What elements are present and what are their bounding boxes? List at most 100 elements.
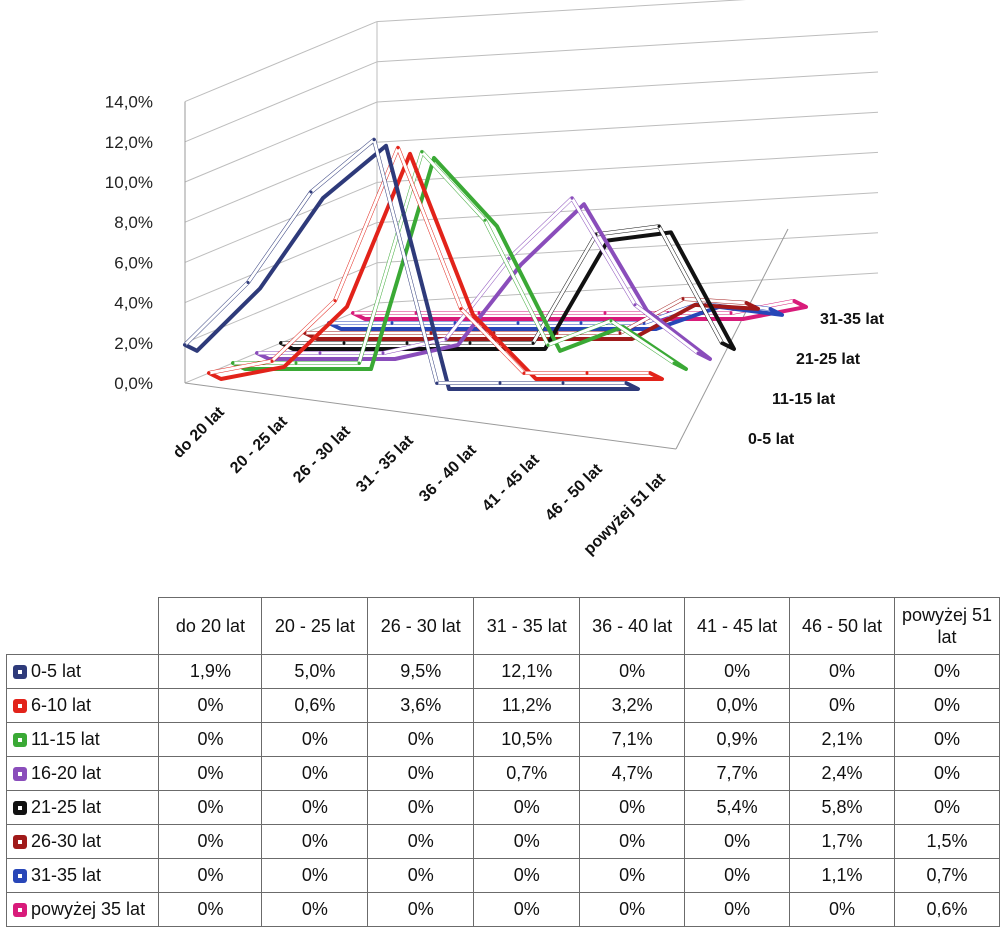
- data-cell: 0%: [158, 858, 263, 893]
- column-header: 41 - 45 lat: [684, 597, 791, 655]
- table-row: 6-10 lat 0% 0,6% 3,6% 11,2% 3,2% 0,0% 0% 0%: [5, 688, 1000, 723]
- data-cell: 1,5%: [893, 824, 1000, 859]
- data-cell: 0,7%: [473, 756, 581, 791]
- data-cell: 5,4%: [684, 790, 791, 825]
- y-tick-label: 0,0%: [114, 374, 153, 393]
- series-point: [579, 321, 583, 325]
- data-cell: 1,9%: [158, 654, 263, 689]
- data-cell: 0%: [789, 892, 895, 927]
- grid-line: [184, 141, 378, 223]
- data-cell: 0,0%: [684, 688, 791, 723]
- series-point: [483, 218, 487, 222]
- chart-series: [183, 137, 808, 391]
- data-cell: 0%: [473, 790, 581, 825]
- series-point: [468, 341, 472, 345]
- grid-line: [376, 31, 879, 63]
- series-point: [294, 361, 298, 365]
- data-cell: 0,9%: [684, 722, 791, 757]
- data-cell: 0%: [261, 790, 369, 825]
- column-header: 20 - 25 lat: [261, 597, 369, 655]
- series-point: [279, 341, 283, 345]
- legend-swatch-icon: [13, 733, 27, 747]
- legend-swatch-icon: [13, 835, 27, 849]
- data-cell: 9,5%: [367, 654, 475, 689]
- series-label-cell: 21-25 lat: [5, 790, 160, 825]
- data-cell: 0%: [893, 790, 1000, 825]
- data-cell: 0%: [473, 892, 581, 927]
- legend-swatch-icon: [13, 801, 27, 815]
- column-header: 46 - 50 lat: [789, 597, 895, 655]
- data-cell: 0%: [367, 756, 475, 791]
- data-cell: 5,8%: [789, 790, 895, 825]
- data-cell: 0%: [261, 824, 369, 859]
- data-cell: 0%: [789, 688, 895, 723]
- series-name: 21-25 lat: [31, 797, 102, 817]
- data-cell: 0%: [158, 756, 263, 791]
- data-cell: 0%: [579, 824, 686, 859]
- series-point: [270, 359, 274, 363]
- data-cell: 0%: [367, 824, 475, 859]
- table-row: 21-25 lat 0% 0% 0% 0% 0% 5,4% 5,8% 0%: [5, 790, 1000, 825]
- x-axis-ticks: do 20 lat 20 - 25 lat 26 - 30 lat 31 - 35 l…: [170, 403, 669, 558]
- series-point: [585, 371, 589, 375]
- series-label-cell: 0-5 lat: [5, 654, 160, 689]
- series-name: 16-20 lat: [31, 763, 102, 783]
- y-tick-label: 4,0%: [114, 294, 153, 313]
- depth-tick-label: 11-15 lat: [772, 391, 836, 408]
- legend-swatch-icon: [13, 665, 27, 679]
- series-name: powyżej 35 lat: [31, 899, 146, 919]
- grid-line: [376, 272, 879, 304]
- series-point: [729, 311, 733, 315]
- data-table: do 20 lat 20 - 25 lat 26 - 30 lat 31 - 35 l…: [5, 597, 1000, 927]
- series-point: [396, 146, 400, 150]
- depth-tick-label: 0-5 lat: [748, 431, 795, 448]
- grid-line: [376, 71, 879, 103]
- series-point: [681, 297, 685, 301]
- series-point: [435, 381, 439, 385]
- series-name: 31-35 lat: [31, 865, 102, 885]
- data-cell: 0%: [684, 892, 791, 927]
- series-point: [255, 351, 259, 355]
- series-label-cell: powyżej 35 lat: [5, 892, 160, 927]
- y-tick-label: 2,0%: [114, 334, 153, 353]
- x-tick-label: 20 - 25 lat: [227, 413, 291, 477]
- depth-axis-line: [675, 228, 789, 450]
- series-point: [624, 381, 628, 385]
- column-header: 26 - 30 lat: [367, 597, 475, 655]
- x-tick-label: 46 - 50 lat: [542, 460, 606, 524]
- series-point: [207, 371, 211, 375]
- data-cell: 0%: [893, 756, 1000, 791]
- y-tick-label: 8,0%: [114, 213, 153, 232]
- data-cell: 0,6%: [893, 892, 1000, 927]
- y-tick-label: 6,0%: [114, 253, 153, 272]
- y-tick-label: 10,0%: [105, 173, 153, 192]
- data-cell: 11,2%: [473, 688, 581, 723]
- data-cell: 3,2%: [579, 688, 686, 723]
- data-cell: 1,7%: [789, 824, 895, 859]
- legend-swatch-icon: [13, 903, 27, 917]
- series-point: [633, 303, 637, 307]
- data-cell: 0%: [789, 654, 895, 689]
- series-point: [183, 343, 187, 347]
- data-cell: 3,6%: [367, 688, 475, 723]
- x-axis-line: [184, 382, 677, 450]
- data-cell: 12,1%: [473, 654, 581, 689]
- data-cell: 7,1%: [579, 722, 686, 757]
- series-point: [459, 307, 463, 311]
- x-tick-label: do 20 lat: [170, 403, 228, 461]
- series-point: [357, 361, 361, 365]
- series-point: [570, 196, 574, 200]
- data-cell: 0%: [579, 858, 686, 893]
- data-cell: 0%: [367, 858, 475, 893]
- grid-line: [184, 222, 378, 304]
- series-point: [546, 343, 550, 347]
- grid-line: [376, 232, 879, 264]
- data-cell: 0%: [158, 892, 263, 927]
- data-cell: 0%: [261, 756, 369, 791]
- series-point: [498, 381, 502, 385]
- series-point: [351, 311, 355, 315]
- table-row: 11-15 lat 0% 0% 0% 10,5% 7,1% 0,9% 2,1% 0%: [5, 722, 1000, 757]
- data-cell: 0%: [367, 892, 475, 927]
- depth-tick-label: 21-25 lat: [796, 351, 861, 368]
- chart-3d-lines: 0,0% 2,0% 4,0% 6,0% 8,0% 10,0% 12,0% 14,0% do 2…: [105, 0, 885, 558]
